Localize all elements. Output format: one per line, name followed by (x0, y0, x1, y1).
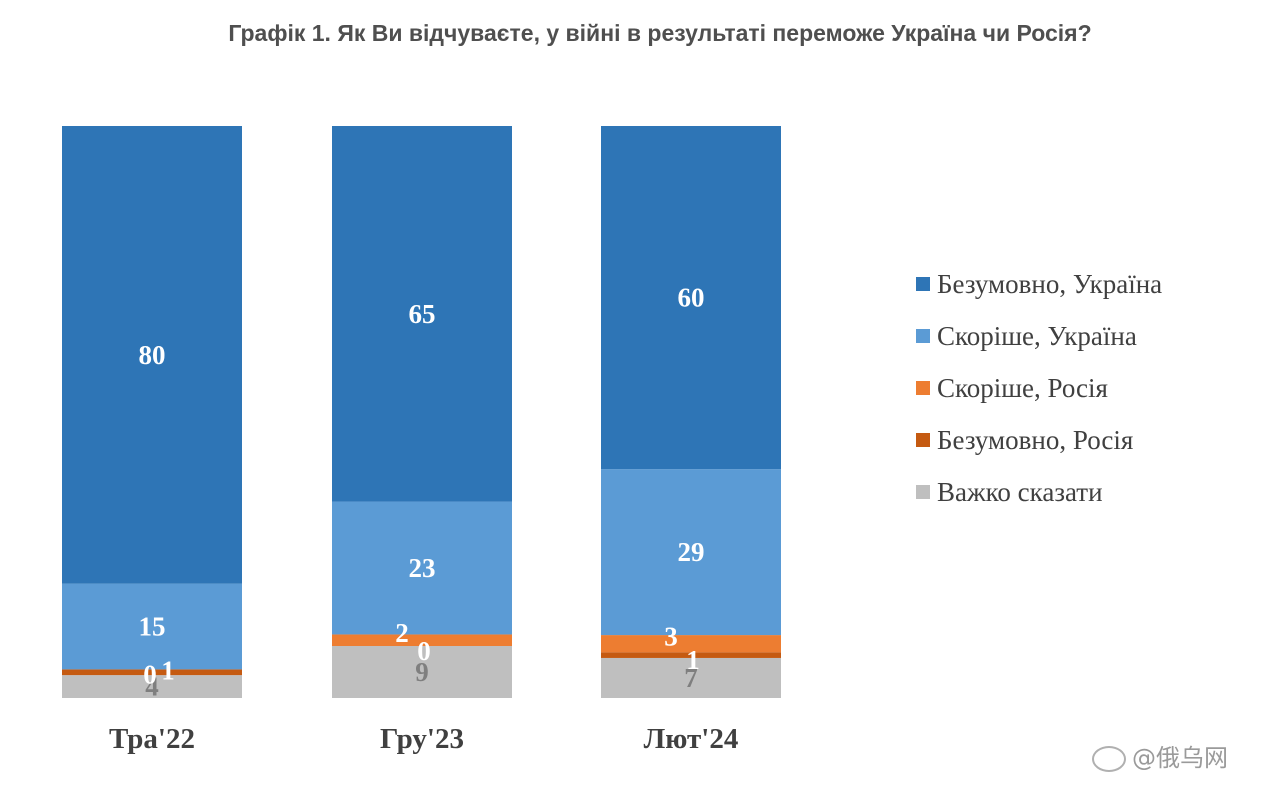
bar-segment-3-1 (601, 126, 781, 470)
data-label-2-1: 65 (409, 299, 436, 329)
data-label-2-5: 9 (415, 657, 429, 687)
chart-title: Графік 1. Як Ви відчуваєте, у війні в ре… (228, 20, 1092, 46)
legend-swatch-5 (916, 485, 930, 499)
data-label-1-3: 0 (143, 659, 157, 689)
bar-segment-3-2 (601, 469, 781, 636)
bar-segment-1-1 (62, 126, 242, 584)
watermark: @俄乌网 (1092, 738, 1272, 774)
category-label-1: Тра'22 (109, 723, 195, 755)
data-label-1-2: 15 (139, 612, 166, 642)
data-label-2-2: 23 (409, 553, 436, 583)
bar-segment-1-5 (62, 675, 242, 698)
data-label-2-3: 2 (395, 618, 409, 648)
bar-segment-1-4 (62, 669, 242, 676)
bar-segment-3-3 (601, 635, 781, 653)
legend: Безумовно, Україна Скоріше, Україна Скоріш… (916, 269, 1162, 507)
legend-label-2: Скоріше, Україна (937, 321, 1137, 351)
bar-segment-2-3 (332, 634, 512, 646)
data-label-3-5: 7 (684, 663, 698, 693)
category-label-2: Гру'23 (380, 723, 464, 755)
legend-swatch-4 (916, 433, 930, 447)
legend-swatch-1 (916, 277, 930, 291)
legend-swatch-3 (916, 381, 930, 395)
bar-segment-2-2 (332, 501, 512, 635)
legend-label-5: Важко сказати (937, 477, 1103, 507)
category-label-3: Лют'24 (644, 723, 739, 755)
watermark-text: @俄乌网 (1132, 744, 1228, 772)
data-label-1-5: 4 (145, 672, 159, 702)
legend-label-4: Безумовно, Росія (937, 425, 1133, 455)
bars-group (62, 126, 781, 698)
data-label-1-1: 80 (139, 340, 166, 370)
legend-label-1: Безумовно, Україна (937, 269, 1162, 299)
bar-segment-2-5 (332, 646, 512, 698)
data-label-3-2: 29 (678, 537, 705, 567)
data-label-1-4: 1 (161, 655, 175, 685)
data-label-2-4: 0 (417, 636, 431, 666)
data-label-3-1: 60 (678, 283, 705, 313)
data-label-3-3: 3 (664, 622, 678, 652)
bar-segment-1-2 (62, 583, 242, 670)
weibo-logo-icon (1092, 746, 1126, 772)
legend-label-3: Скоріше, Росія (937, 373, 1108, 403)
bar-segment-3-5 (601, 657, 781, 698)
legend-swatch-2 (916, 329, 930, 343)
category-labels-group: Тра'22 Гру'23 Лют'24 (109, 723, 738, 755)
data-label-3-4: 1 (686, 645, 700, 675)
bar-segment-2-1 (332, 126, 512, 502)
bar-segment-3-4 (601, 652, 781, 658)
